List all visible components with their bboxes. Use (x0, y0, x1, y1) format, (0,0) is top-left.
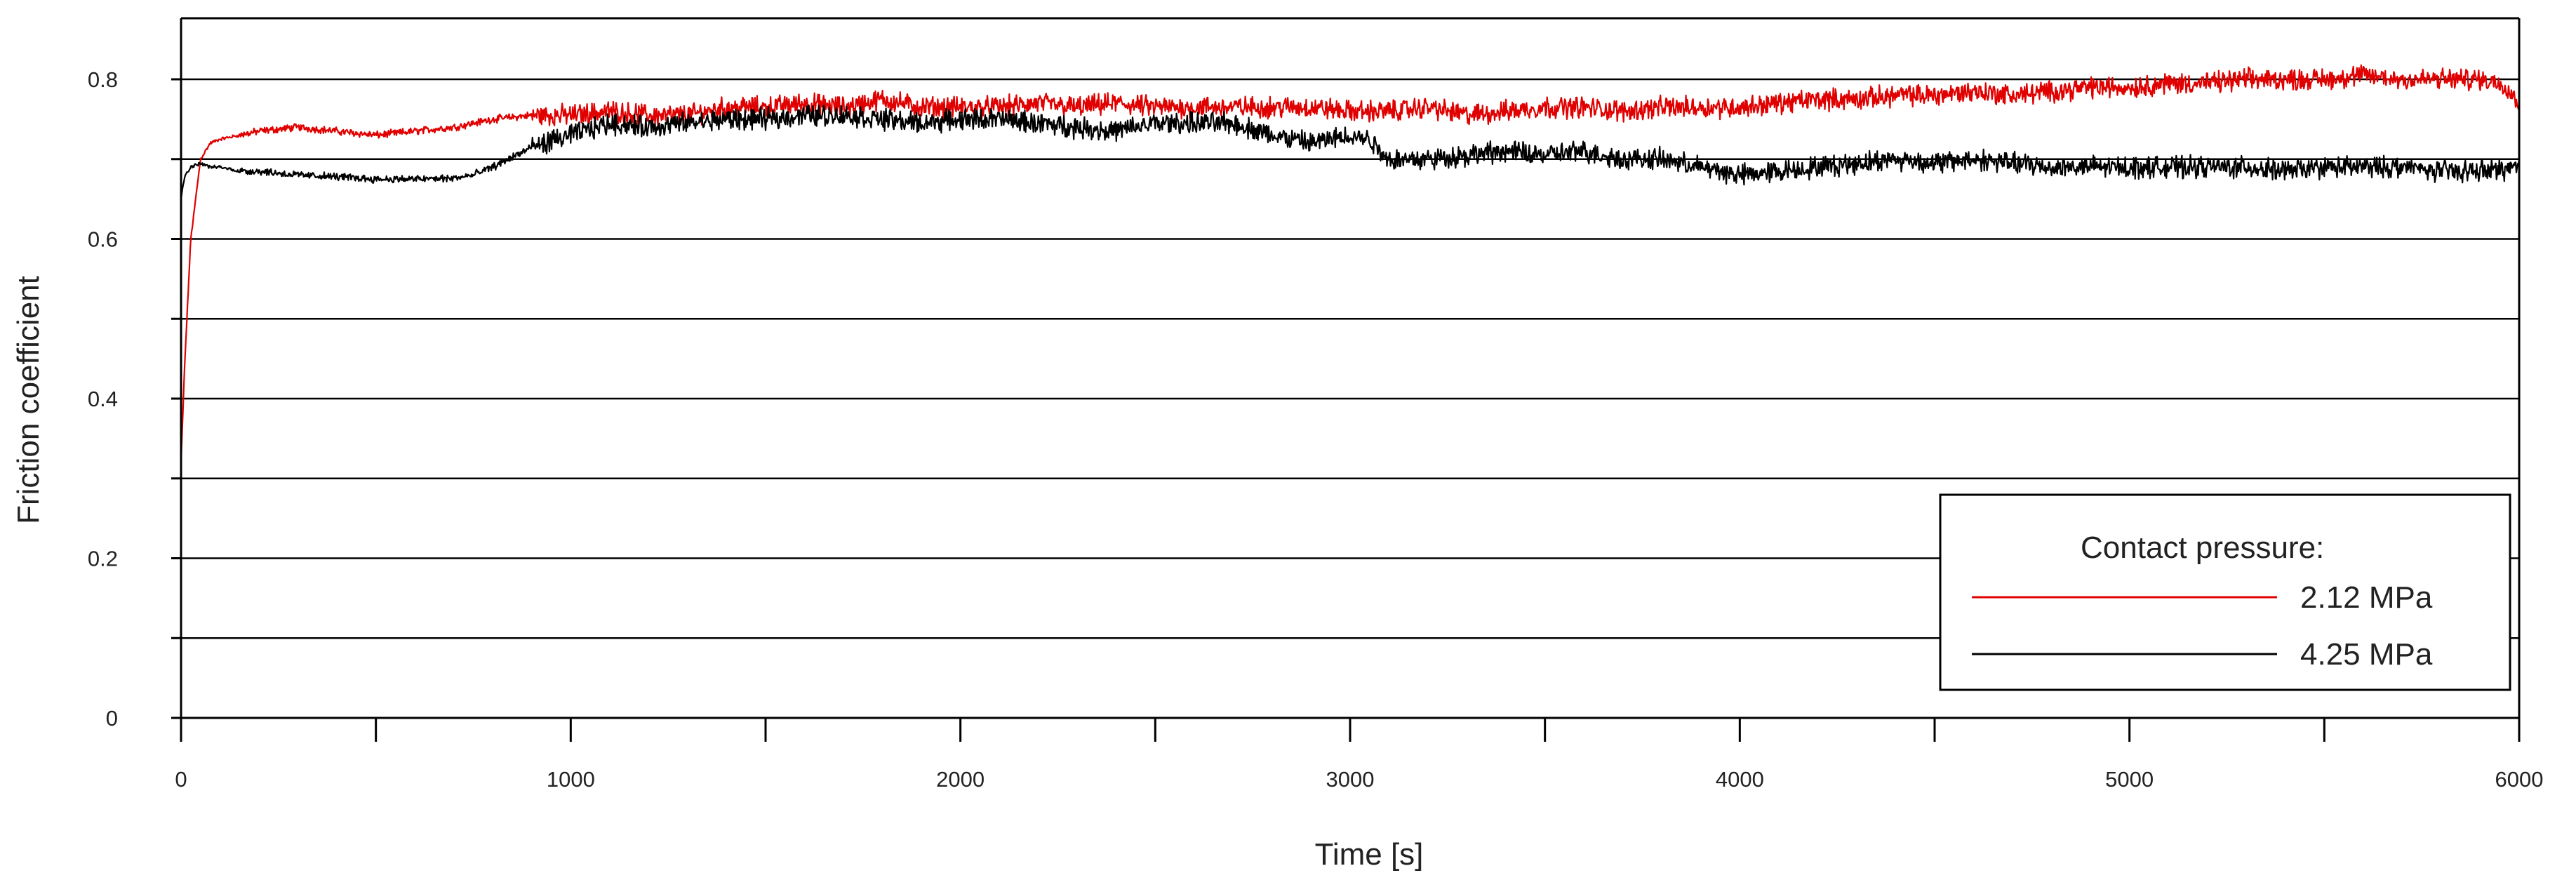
x-tick-label-2000: 2000 (936, 767, 985, 792)
x-tick-label-6000: 6000 (2495, 767, 2544, 792)
x-tick-label-3000: 3000 (1326, 767, 1375, 792)
legend-title: Contact pressure: (2081, 531, 2324, 565)
legend-box (1939, 493, 2511, 691)
y-tick-label-0.6: 0.6 (88, 227, 118, 252)
legend-label-series-1: 2.12 MPa (2300, 580, 2433, 615)
y-tick-label-0.4: 0.4 (88, 387, 118, 411)
legend-label-series-2: 4.25 MPa (2300, 637, 2433, 672)
series-line-1 (180, 64, 2520, 462)
x-tick-label-0: 0 (175, 767, 187, 792)
x-axis-title: Time [s] (1315, 837, 1424, 872)
series-line-2 (180, 104, 2521, 201)
legend: Contact pressure: 2.12 MPa 4.25 MPa (1939, 493, 2511, 691)
x-tick-label-5000: 5000 (2105, 767, 2154, 792)
x-tick-label-1000: 1000 (547, 767, 595, 792)
gridlines (181, 78, 2519, 639)
y-axis-title: Friction coefficient (11, 276, 46, 524)
tick-labels: 0 1000 2000 3000 4000 5000 6000 0 0.2 0.4 0.6 0.8 (88, 67, 2544, 792)
y-tick-label-0.2: 0.2 (88, 547, 118, 571)
axes (171, 17, 2521, 742)
y-tick-label-0.8: 0.8 (88, 67, 118, 92)
y-tick-label-0: 0 (106, 706, 118, 731)
series-lines (180, 64, 2521, 462)
x-tick-label-4000: 4000 (1716, 767, 1764, 792)
